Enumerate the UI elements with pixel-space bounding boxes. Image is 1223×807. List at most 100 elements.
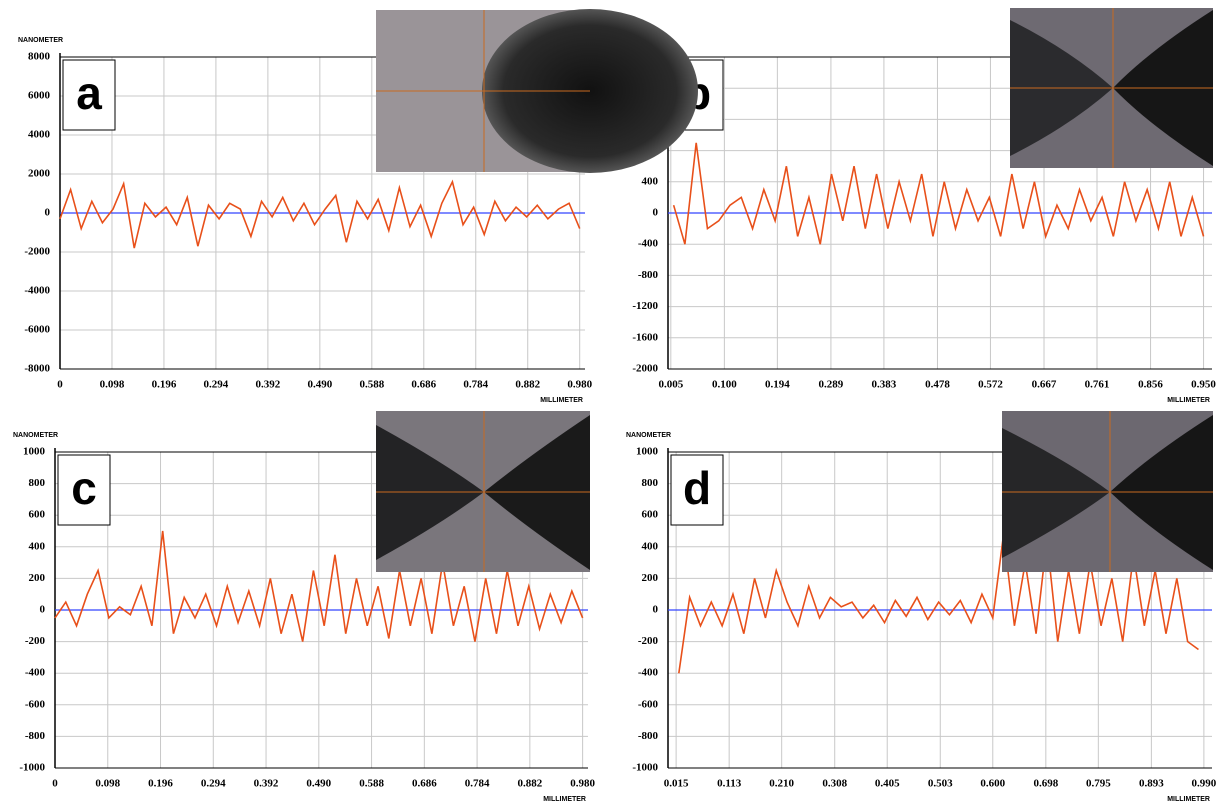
x-tick-label: 0.392 [254, 778, 279, 790]
x-tick-label: 0.588 [359, 379, 384, 391]
x-axis-label: MILLIMETER [543, 796, 586, 803]
x-tick-label: 0.098 [100, 379, 125, 391]
y-tick-label: 600 [29, 509, 46, 521]
y-tick-label: -2000 [24, 246, 50, 258]
y-tick-label: 6000 [28, 90, 51, 102]
y-tick-label: 1000 [23, 446, 46, 458]
panel-label-box [670, 454, 724, 526]
panel-label-box [57, 454, 111, 526]
x-tick-label: 0.210 [769, 778, 794, 790]
y-tick-label: 0 [40, 604, 46, 616]
profile-line [672, 142, 1205, 245]
y-tick-label: -800 [638, 269, 659, 281]
y-tick-label: 8000 [28, 51, 51, 63]
y-tick-label: -1000 [19, 762, 45, 774]
x-tick-label: 0.308 [822, 778, 847, 790]
y-tick-label: -400 [638, 667, 659, 679]
y-tick-label: -6000 [24, 324, 50, 336]
x-axis-label: MILLIMETER [1167, 796, 1210, 803]
x-tick-label: 0.294 [201, 778, 226, 790]
x-tick-label: 0.856 [1138, 379, 1163, 391]
x-tick-label: 0 [57, 379, 63, 391]
y-tick-label: 800 [642, 477, 659, 489]
y-tick-label: 4000 [28, 129, 51, 141]
inset-a [376, 9, 698, 173]
x-tick-label: 0.761 [1085, 379, 1110, 391]
x-tick-label: 0.600 [980, 778, 1005, 790]
x-tick-label: 0 [52, 778, 58, 790]
x-tick-label: 0.882 [517, 778, 542, 790]
y-tick-label: 0 [653, 604, 659, 616]
inset-b [1010, 8, 1213, 168]
inset-d [1002, 411, 1213, 572]
y-tick-label: -4000 [24, 285, 50, 297]
x-tick-label: 0.686 [412, 778, 437, 790]
y-tick-label: 600 [642, 509, 659, 521]
y-tick-label: 200 [642, 572, 659, 584]
x-tick-label: 0.478 [925, 379, 950, 391]
x-tick-label: 0.196 [148, 778, 173, 790]
x-tick-label: 0.893 [1139, 778, 1164, 790]
profile-line [678, 534, 1199, 674]
x-tick-label: 0.294 [204, 379, 229, 391]
x-tick-label: 0.990 [1192, 778, 1217, 790]
panel-label-box [62, 59, 116, 131]
y-tick-label: 400 [642, 175, 659, 187]
y-tick-label: 0 [45, 207, 51, 219]
x-tick-label: 0.383 [872, 379, 897, 391]
panel-label: d [683, 462, 711, 514]
x-tick-label: 0.698 [1033, 778, 1058, 790]
y-tick-label: -1000 [632, 762, 658, 774]
x-tick-label: 0.667 [1032, 379, 1057, 391]
inset-c [376, 411, 590, 572]
y-axis-label: NANOMETER [13, 432, 58, 439]
y-tick-label: -600 [25, 698, 46, 710]
y-tick-label: 0 [653, 207, 659, 219]
y-tick-label: 400 [29, 540, 46, 552]
y-tick-label: -2000 [632, 363, 658, 375]
x-tick-label: 0.196 [152, 379, 177, 391]
x-tick-label: 0.784 [465, 778, 490, 790]
y-tick-label: 800 [29, 477, 46, 489]
x-tick-label: 0.503 [928, 778, 953, 790]
y-tick-label: 400 [642, 540, 659, 552]
x-tick-label: 0.588 [359, 778, 384, 790]
x-tick-label: 0.980 [570, 778, 595, 790]
x-axis-label: MILLIMETER [540, 397, 583, 404]
x-tick-label: 0.289 [819, 379, 844, 391]
x-tick-label: 0.950 [1191, 379, 1216, 391]
x-tick-label: 0.405 [875, 778, 900, 790]
y-tick-label: 2000 [28, 168, 51, 180]
y-tick-label: -200 [25, 635, 46, 647]
x-tick-label: 0.686 [411, 379, 436, 391]
x-tick-label: 0.490 [307, 379, 332, 391]
profile-line [54, 530, 584, 642]
x-tick-label: 0.572 [978, 379, 1003, 391]
y-axis-label: NANOMETER [626, 432, 671, 439]
x-tick-label: 0.980 [567, 379, 592, 391]
y-tick-label: 200 [29, 572, 46, 584]
x-tick-label: 0.015 [664, 778, 689, 790]
y-tick-label: -800 [638, 730, 659, 742]
y-tick-label: -800 [25, 730, 46, 742]
x-tick-label: 0.490 [306, 778, 331, 790]
x-tick-label: 0.392 [256, 379, 281, 391]
x-axis-label: MILLIMETER [1167, 397, 1210, 404]
x-tick-label: 0.784 [463, 379, 488, 391]
y-tick-label: 1000 [636, 446, 659, 458]
y-tick-label: -8000 [24, 363, 50, 375]
y-tick-label: -1200 [632, 300, 658, 312]
y-tick-label: -600 [638, 698, 659, 710]
y-tick-label: -1600 [632, 331, 658, 343]
y-tick-label: -400 [25, 667, 46, 679]
x-tick-label: 0.113 [717, 778, 742, 790]
x-tick-label: 0.100 [712, 379, 737, 391]
y-tick-label: -400 [638, 238, 659, 250]
panel-label: a [76, 67, 102, 119]
x-tick-label: 0.795 [1086, 778, 1111, 790]
x-tick-label: 0.005 [658, 379, 683, 391]
profile-line [59, 179, 581, 249]
x-tick-label: 0.098 [95, 778, 120, 790]
y-tick-label: -200 [638, 635, 659, 647]
